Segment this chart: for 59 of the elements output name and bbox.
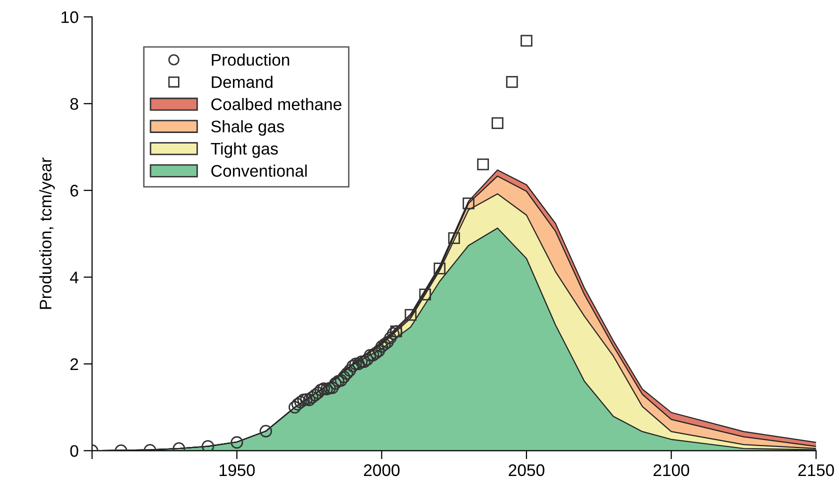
point bbox=[340, 367, 354, 380]
point bbox=[370, 346, 382, 360]
legend-label: Production bbox=[212, 54, 290, 66]
point bbox=[326, 382, 339, 394]
y-tick-label: 8 bbox=[70, 98, 78, 110]
y-tick-label: 0 bbox=[70, 445, 78, 457]
point bbox=[419, 288, 432, 300]
point bbox=[349, 358, 362, 370]
point bbox=[384, 332, 397, 344]
point bbox=[375, 340, 388, 353]
point bbox=[303, 394, 316, 406]
y-tick-label: 6 bbox=[70, 184, 78, 197]
point bbox=[378, 338, 391, 351]
y-tick-label: 4 bbox=[70, 272, 78, 284]
legend-label: Conventional bbox=[211, 164, 307, 177]
point bbox=[312, 386, 324, 400]
x-tick-label: 1950 bbox=[220, 464, 255, 476]
x-tick-label: 2050 bbox=[508, 464, 544, 476]
point bbox=[506, 76, 518, 88]
point bbox=[230, 436, 244, 449]
point bbox=[404, 308, 417, 321]
point bbox=[294, 396, 307, 408]
point bbox=[338, 370, 350, 384]
point bbox=[202, 440, 214, 451]
point bbox=[318, 382, 330, 395]
legend-label: Tight gas bbox=[210, 142, 278, 158]
point bbox=[492, 117, 504, 130]
point bbox=[381, 336, 394, 348]
x-tick-label: 2000 bbox=[364, 464, 400, 476]
point bbox=[320, 382, 333, 396]
point bbox=[334, 374, 348, 387]
point bbox=[346, 360, 359, 372]
point bbox=[448, 232, 460, 244]
legend-label: Shale gas bbox=[211, 120, 284, 136]
point bbox=[477, 158, 489, 170]
point bbox=[306, 391, 318, 404]
point bbox=[352, 358, 365, 370]
point bbox=[387, 327, 400, 340]
point bbox=[434, 262, 446, 274]
point bbox=[260, 424, 272, 438]
point bbox=[329, 377, 342, 390]
point bbox=[288, 401, 302, 414]
point bbox=[462, 198, 474, 210]
point bbox=[314, 384, 328, 396]
point bbox=[372, 344, 386, 358]
point bbox=[366, 348, 380, 362]
legend-label: Coalbed methane bbox=[211, 98, 342, 110]
y-axis-title: Production, tcm/year bbox=[39, 158, 55, 309]
point bbox=[297, 394, 310, 406]
legend-label: Demand bbox=[212, 76, 272, 88]
x-tick-label: 2150 bbox=[798, 464, 834, 476]
x-tick-label: 2100 bbox=[654, 464, 690, 476]
point bbox=[323, 382, 336, 394]
point bbox=[520, 34, 532, 47]
point bbox=[332, 375, 344, 388]
y-tick-label: 2 bbox=[70, 358, 78, 370]
point bbox=[344, 364, 356, 377]
y-tick-label: 10 bbox=[62, 11, 78, 24]
point bbox=[291, 398, 304, 411]
